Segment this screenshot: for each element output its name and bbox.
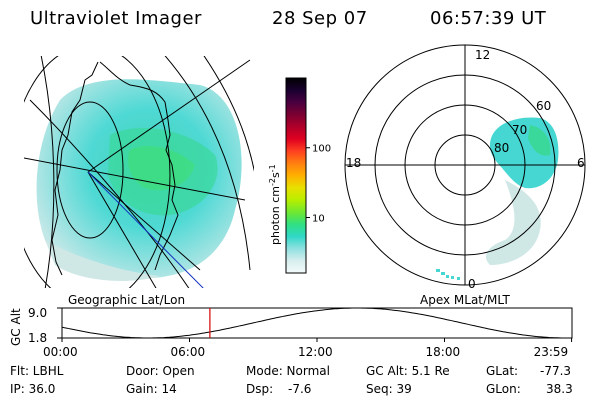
glon-value: 38.3 (546, 382, 573, 396)
observation-time: 06:57:39 UT (430, 8, 547, 29)
colorbar-label: photon cm-2s-1 (268, 164, 282, 245)
geographic-image (24, 56, 254, 288)
mlt-label-12: 12 (475, 48, 490, 62)
polar-grid (344, 44, 586, 286)
altitude-curve (61, 307, 572, 339)
coastline (51, 61, 179, 276)
alt-ylabel: GC Alt (9, 308, 23, 346)
colorbar-scale (285, 77, 307, 274)
polar-plot: 12 18 6 0 60 70 80 (344, 44, 586, 291)
mlt-label-6: 6 (577, 156, 585, 170)
seq-info: Seq: 39 (366, 382, 412, 396)
apex-label: Apex MLat/MLT (420, 293, 510, 307)
gain-info: Gain: 14 (126, 382, 177, 396)
mlat-label-60: 60 (536, 99, 551, 113)
colorbar-tick-label: 100 (312, 144, 331, 155)
x-tick-label: 06:00 (171, 345, 206, 359)
dsp-value: -7.6 (288, 382, 312, 396)
geographic-label: Geographic Lat/Lon (68, 293, 186, 307)
colorbar-tick-label: 10 (312, 213, 325, 224)
x-tick-label: 18:00 (426, 345, 461, 359)
dsp-label: Dsp: (246, 382, 274, 396)
mlat-label-70: 70 (512, 123, 527, 137)
mlat-label-80: 80 (494, 141, 509, 155)
ip-info: IP: 36.0 (10, 382, 56, 396)
glon-label: GLon: (486, 382, 521, 396)
altitude-plot: 9.0 1.8 GC Alt 00:00 06:00 12:00 18:00 23:59 (9, 306, 573, 359)
mlt-label-0: 0 (468, 277, 476, 291)
colorbar: 100 10 photon cm-2s-1 (268, 77, 331, 274)
alt-ymax-label: 9.0 (28, 306, 47, 320)
filter-info: Flt: LBHL (10, 364, 64, 378)
glat-value: -77.3 (540, 364, 572, 378)
geo-grid (24, 56, 254, 288)
x-tick-label: 12:00 (298, 345, 333, 359)
observation-date: 28 Sep 07 (272, 8, 368, 29)
alt-ymin-label: 1.8 (28, 331, 47, 345)
altitude-plot-frame (61, 307, 573, 339)
door-info: Door: Open (126, 364, 195, 378)
mlt-label-18: 18 (346, 156, 361, 170)
gc-alt-info: GC Alt: 5.1 Re (366, 364, 450, 378)
x-tick-label: 23:59 (534, 345, 569, 359)
mag-footprint-line (87, 171, 204, 288)
instrument-title: Ultraviolet Imager (30, 8, 202, 29)
glat-label: GLat: (486, 364, 519, 378)
mode-info: Mode: Normal (246, 364, 330, 378)
x-tick-label: 00:00 (43, 345, 78, 359)
